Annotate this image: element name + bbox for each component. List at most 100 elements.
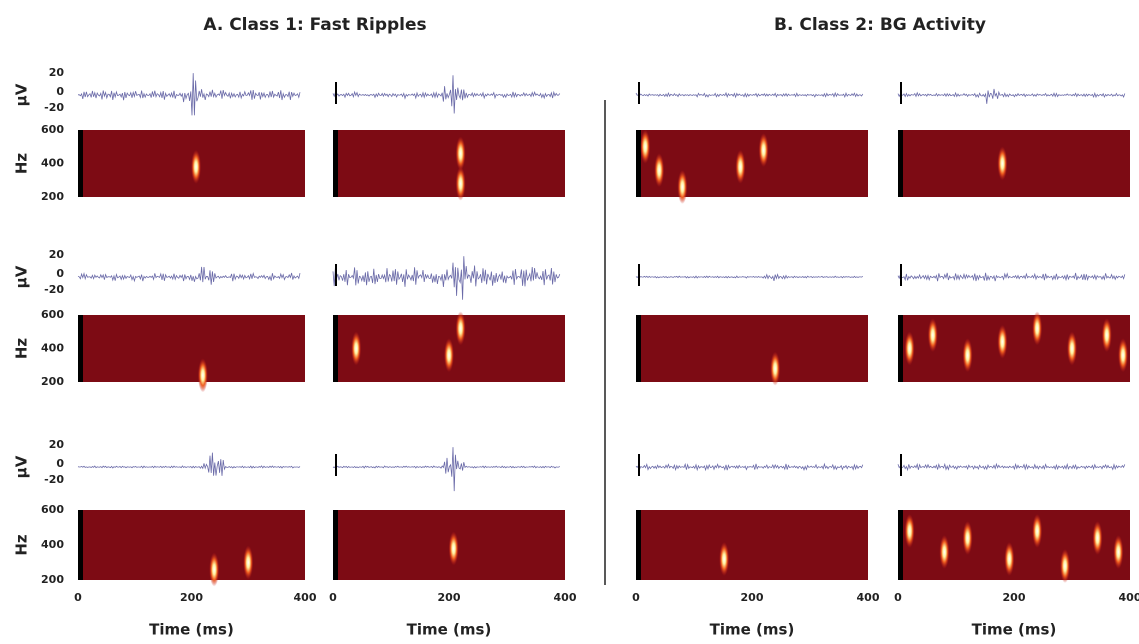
spectrogram-blob [191, 149, 202, 184]
spectrogram [78, 315, 305, 382]
spectrogram-edge [333, 130, 338, 197]
axis-label: Time (ms) [407, 621, 492, 639]
spectrogram-blob [939, 535, 950, 569]
y-tick-label: 400 [41, 157, 64, 170]
y-tick-label: 400 [41, 538, 64, 551]
axis-label: µV [13, 265, 31, 288]
spectrogram-edge [636, 315, 641, 382]
x-tick-label: 200 [180, 591, 203, 604]
spectrogram-blob [719, 542, 730, 576]
spectrogram-edge [636, 510, 641, 580]
spectrogram-edge [898, 510, 903, 580]
spectrogram-blob [927, 318, 938, 353]
spectrogram-blob [962, 338, 973, 373]
y-tick-label: 0 [56, 85, 64, 98]
y-tick-label: 20 [49, 438, 65, 451]
spectrogram-blob [444, 338, 454, 373]
spectrogram-edge [636, 130, 641, 197]
signal-trace [77, 452, 301, 476]
spectrogram-blob [1004, 542, 1015, 576]
x-tick-label: 0 [632, 591, 640, 604]
y-tick-label: 20 [49, 248, 65, 261]
x-tick-label: 200 [741, 591, 764, 604]
y-tick-label: 600 [41, 308, 64, 321]
spectrogram [636, 130, 868, 197]
signal-trace [77, 266, 301, 285]
axis-label: Hz [13, 153, 31, 175]
spectrogram-blob [770, 351, 781, 386]
signal-trace [635, 462, 864, 472]
spectrogram-edge [78, 510, 83, 580]
spectrogram-blob [962, 521, 973, 555]
panel-title: B. Class 2: BG Activity [774, 15, 986, 35]
spectrogram-blob [758, 133, 769, 168]
signal-trace [77, 73, 301, 116]
spectrogram-blob [455, 136, 466, 171]
signal-trace [897, 462, 1126, 472]
spectrogram-blob [1067, 331, 1077, 366]
spectrogram-blob [640, 129, 651, 164]
x-tick-label: 0 [894, 591, 902, 604]
signal-trace [897, 88, 1126, 104]
y-tick-label: -20 [44, 473, 64, 486]
panel-title: A. Class 1: Fast Ripples [203, 15, 426, 35]
spectrogram-blob [654, 153, 665, 188]
x-tick-label: 400 [1119, 591, 1139, 604]
y-tick-label: 400 [41, 342, 64, 355]
y-tick-label: 0 [56, 267, 64, 280]
x-tick-label: 400 [294, 591, 317, 604]
signal-trace [897, 272, 1126, 282]
spectrogram-blob [997, 146, 1008, 181]
spectrogram-blob [209, 552, 220, 587]
spectrogram-blob [1113, 535, 1124, 569]
spectrogram-blob [455, 311, 466, 346]
spectrogram-blob [735, 149, 746, 184]
spectrogram-blob [1101, 318, 1112, 353]
axis-label: µV [13, 83, 31, 106]
spectrogram-blob [351, 331, 362, 366]
x-tick-label: 200 [438, 591, 461, 604]
axis-label: Time (ms) [149, 621, 234, 639]
spectrogram [333, 130, 565, 197]
y-tick-label: 0 [56, 457, 64, 470]
x-tick-label: 0 [329, 591, 337, 604]
spectrogram-blob [448, 531, 459, 566]
y-tick-label: 200 [41, 573, 64, 586]
y-tick-label: 20 [49, 66, 65, 79]
spectrogram-edge [898, 130, 903, 197]
signal-trace [635, 273, 864, 282]
spectrogram-edge [78, 315, 83, 382]
spectrogram-blob [1092, 521, 1103, 555]
signal-trace [332, 75, 561, 114]
spectrogram-blob [1118, 338, 1129, 373]
spectrogram-blob [904, 331, 915, 366]
y-tick-label: 200 [41, 375, 64, 388]
spectrogram-blob [1032, 311, 1043, 346]
x-tick-label: 200 [1003, 591, 1026, 604]
axis-label: Hz [13, 534, 31, 556]
spectrogram-blob [455, 166, 466, 201]
spectrogram-blob [904, 514, 915, 548]
axis-label: Time (ms) [710, 621, 795, 639]
spectrogram-edge [898, 315, 903, 382]
y-tick-label: 600 [41, 123, 64, 136]
spectrogram-blob [677, 169, 688, 204]
spectrogram-blob [997, 324, 1008, 359]
axis-label: Time (ms) [972, 621, 1057, 639]
signal-trace [332, 256, 561, 300]
y-tick-label: -20 [44, 283, 64, 296]
spectrogram [78, 510, 305, 580]
spectrogram-edge [333, 510, 338, 580]
x-tick-label: 0 [74, 591, 82, 604]
axis-label: µV [13, 455, 31, 478]
x-tick-label: 400 [857, 591, 880, 604]
spectrogram [636, 510, 868, 580]
signal-trace [635, 91, 864, 99]
spectrogram [898, 130, 1130, 197]
spectrogram-blob [197, 358, 208, 393]
y-tick-label: -20 [44, 101, 64, 114]
y-tick-label: 200 [41, 190, 64, 203]
signal-trace [332, 447, 560, 492]
y-tick-label: 600 [41, 503, 64, 516]
